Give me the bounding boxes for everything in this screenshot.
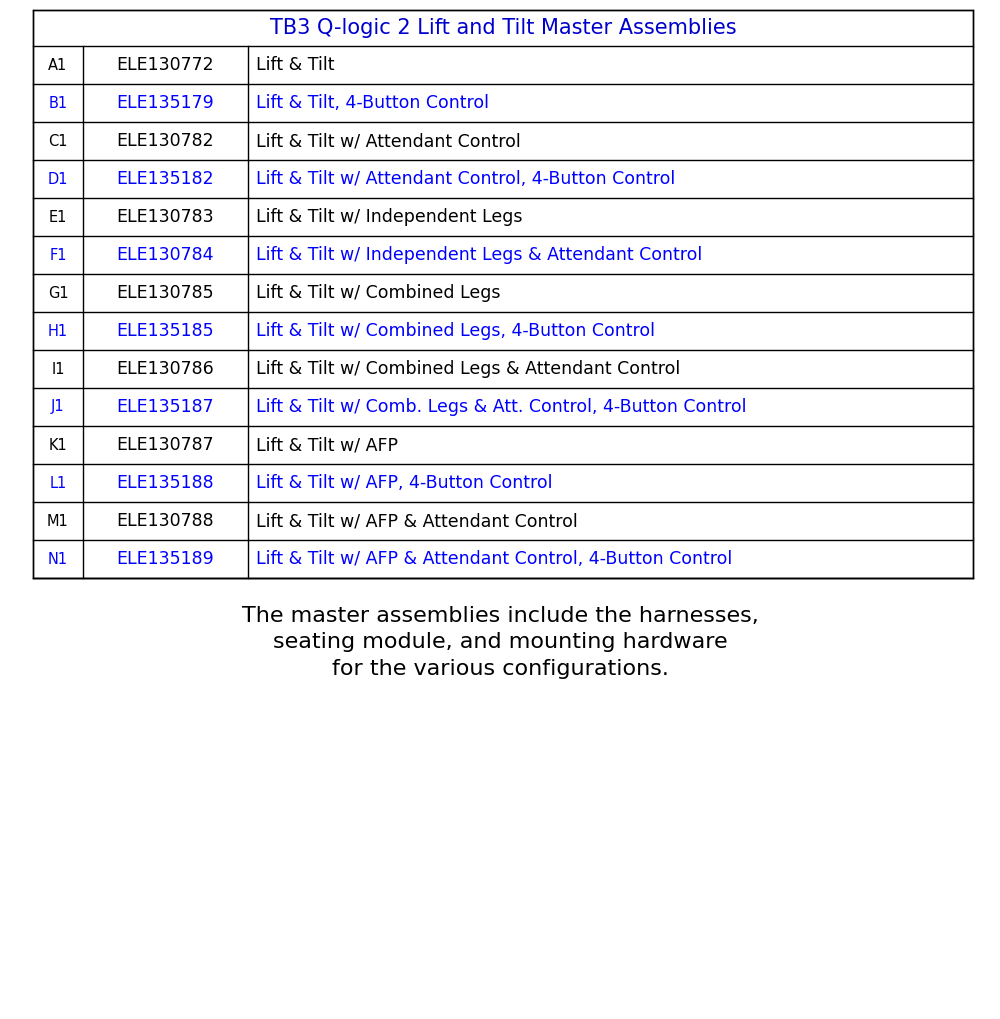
Text: L1: L1 — [49, 476, 67, 490]
Text: B1: B1 — [48, 96, 68, 110]
Text: ELE130782: ELE130782 — [117, 132, 214, 150]
Text: ELE135189: ELE135189 — [117, 550, 214, 568]
Text: Lift & Tilt: Lift & Tilt — [256, 56, 334, 74]
Text: E1: E1 — [49, 210, 67, 224]
Text: The master assemblies include the harnesses,
seating module, and mounting hardwa: The master assemblies include the harnes… — [242, 606, 758, 679]
Text: N1: N1 — [48, 551, 68, 567]
Text: ELE135188: ELE135188 — [117, 474, 214, 492]
Text: ELE135185: ELE135185 — [117, 322, 214, 340]
Text: Lift & Tilt w/ AFP: Lift & Tilt w/ AFP — [256, 436, 398, 454]
Text: Lift & Tilt w/ Combined Legs & Attendant Control: Lift & Tilt w/ Combined Legs & Attendant… — [256, 360, 680, 378]
Text: ELE130784: ELE130784 — [117, 246, 214, 264]
Text: Lift & Tilt w/ Comb. Legs & Att. Control, 4-Button Control: Lift & Tilt w/ Comb. Legs & Att. Control… — [256, 398, 746, 416]
Text: Lift & Tilt w/ Attendant Control, 4-Button Control: Lift & Tilt w/ Attendant Control, 4-Butt… — [256, 170, 675, 187]
Text: ELE130786: ELE130786 — [117, 360, 214, 378]
Text: F1: F1 — [49, 248, 67, 263]
Text: Lift & Tilt w/ Independent Legs: Lift & Tilt w/ Independent Legs — [256, 208, 522, 226]
Text: Lift & Tilt w/ AFP & Attendant Control: Lift & Tilt w/ AFP & Attendant Control — [256, 512, 578, 530]
Text: J1: J1 — [51, 399, 65, 415]
Text: ELE130772: ELE130772 — [117, 56, 214, 74]
Text: Lift & Tilt w/ Combined Legs, 4-Button Control: Lift & Tilt w/ Combined Legs, 4-Button C… — [256, 322, 655, 340]
Text: C1: C1 — [48, 133, 68, 149]
Text: H1: H1 — [48, 323, 68, 338]
Text: G1: G1 — [48, 285, 68, 301]
Text: Lift & Tilt, 4-Button Control: Lift & Tilt, 4-Button Control — [256, 94, 489, 112]
Text: TB3 Q-logic 2 Lift and Tilt Master Assemblies: TB3 Q-logic 2 Lift and Tilt Master Assem… — [270, 18, 736, 38]
Bar — [33, 10, 973, 578]
Text: ELE130785: ELE130785 — [117, 284, 214, 302]
Text: Lift & Tilt w/ Attendant Control: Lift & Tilt w/ Attendant Control — [256, 132, 521, 150]
Text: K1: K1 — [49, 437, 67, 452]
Text: ELE130787: ELE130787 — [117, 436, 214, 454]
Text: Lift & Tilt w/ AFP & Attendant Control, 4-Button Control: Lift & Tilt w/ AFP & Attendant Control, … — [256, 550, 732, 568]
Text: Lift & Tilt w/ AFP, 4-Button Control: Lift & Tilt w/ AFP, 4-Button Control — [256, 474, 552, 492]
Text: Lift & Tilt w/ Independent Legs & Attendant Control: Lift & Tilt w/ Independent Legs & Attend… — [256, 246, 702, 264]
Text: I1: I1 — [51, 362, 65, 376]
Text: ELE130783: ELE130783 — [117, 208, 214, 226]
Text: ELE135182: ELE135182 — [117, 170, 214, 187]
Text: Lift & Tilt w/ Combined Legs: Lift & Tilt w/ Combined Legs — [256, 284, 501, 302]
Text: D1: D1 — [48, 171, 68, 186]
Text: M1: M1 — [47, 514, 69, 529]
Text: ELE130788: ELE130788 — [117, 512, 214, 530]
Text: ELE135179: ELE135179 — [117, 94, 214, 112]
Text: ELE135187: ELE135187 — [117, 398, 214, 416]
Text: A1: A1 — [48, 57, 68, 72]
